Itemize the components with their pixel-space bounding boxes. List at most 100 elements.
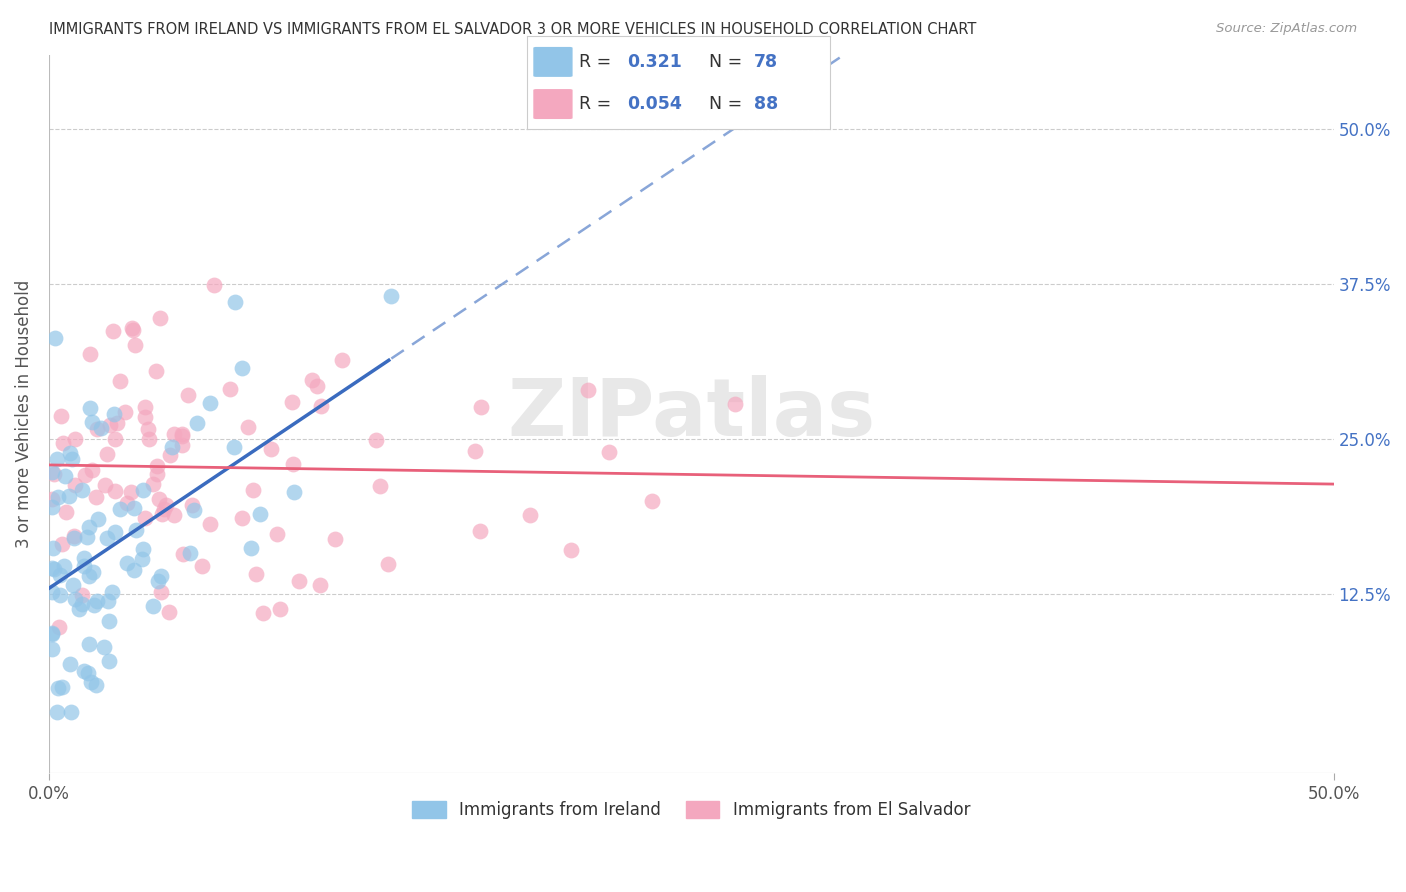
Point: [134, 400, 156, 414]
Text: R =: R =: [579, 95, 616, 113]
Point: [159, 448, 181, 462]
Point: [73, 468, 96, 483]
Point: [115, 556, 138, 570]
Point: [70, 588, 93, 602]
Text: 0.321: 0.321: [627, 53, 682, 70]
Point: [62, 577, 84, 591]
Point: [134, 511, 156, 525]
Point: [51, 681, 73, 695]
Point: [464, 444, 486, 458]
Point: [104, 484, 127, 499]
Point: [51, 537, 73, 551]
Point: [65, 478, 87, 492]
Point: [96, 532, 118, 546]
Point: [86, 594, 108, 608]
Point: [122, 563, 145, 577]
Point: [160, 441, 183, 455]
Point: [641, 494, 664, 508]
Text: Source: ZipAtlas.com: Source: ZipAtlas.com: [1216, 22, 1357, 36]
Point: [124, 338, 146, 352]
Point: [79, 347, 101, 361]
Point: [198, 396, 221, 410]
Point: [308, 578, 330, 592]
Point: [63, 532, 86, 546]
Point: [76, 530, 98, 544]
Point: [157, 605, 180, 619]
Point: [79, 401, 101, 415]
Text: 78: 78: [754, 53, 778, 70]
Point: [59, 657, 82, 672]
Point: [46, 681, 69, 695]
Point: [146, 467, 169, 481]
Point: [70, 598, 93, 612]
Point: [186, 417, 208, 431]
Point: [249, 507, 271, 521]
Point: [131, 483, 153, 498]
Point: [63, 591, 86, 606]
Point: [368, 478, 391, 492]
Point: [172, 547, 194, 561]
Text: 0.054: 0.054: [627, 95, 682, 113]
Point: [121, 323, 143, 337]
Point: [231, 360, 253, 375]
Point: [72, 664, 94, 678]
Point: [145, 364, 167, 378]
Point: [172, 429, 194, 443]
Point: [41, 626, 63, 640]
Point: [82, 463, 104, 477]
Point: [41, 465, 63, 479]
Point: [72, 483, 94, 498]
Point: [41, 585, 63, 599]
Point: [45, 451, 67, 466]
Point: [470, 401, 492, 415]
Text: 88: 88: [754, 95, 778, 113]
Point: [103, 407, 125, 421]
Point: [380, 289, 402, 303]
Point: [104, 524, 127, 539]
Y-axis label: 3 or more Vehicles in Household: 3 or more Vehicles in Household: [15, 280, 32, 549]
Text: N =: N =: [709, 95, 748, 113]
Point: [245, 566, 267, 581]
Point: [131, 552, 153, 566]
Point: [105, 416, 128, 430]
Point: [117, 496, 139, 510]
Point: [83, 598, 105, 612]
Point: [96, 447, 118, 461]
Point: [724, 397, 747, 411]
Point: [366, 433, 388, 447]
Point: [84, 490, 107, 504]
Point: [97, 614, 120, 628]
Point: [60, 452, 83, 467]
Point: [124, 523, 146, 537]
Point: [260, 442, 283, 456]
Point: [73, 558, 96, 573]
Point: [59, 705, 82, 719]
Point: [560, 543, 582, 558]
Point: [77, 637, 100, 651]
Point: [51, 409, 73, 423]
Point: [98, 417, 121, 432]
Point: [104, 432, 127, 446]
Point: [63, 529, 86, 543]
Point: [41, 492, 63, 507]
Point: [97, 654, 120, 668]
Point: [41, 560, 63, 574]
Point: [269, 601, 291, 615]
Point: [87, 512, 110, 526]
Point: [170, 427, 193, 442]
Point: [53, 558, 76, 573]
Point: [80, 415, 103, 429]
Point: [136, 422, 159, 436]
Point: [103, 324, 125, 338]
Point: [377, 557, 399, 571]
Point: [41, 541, 63, 556]
Text: N =: N =: [709, 53, 748, 70]
Point: [149, 311, 172, 326]
Point: [45, 705, 67, 719]
Point: [163, 427, 186, 442]
Point: [219, 382, 242, 396]
Text: R =: R =: [579, 53, 616, 70]
Point: [41, 500, 63, 515]
Point: [90, 420, 112, 434]
Point: [181, 498, 204, 512]
